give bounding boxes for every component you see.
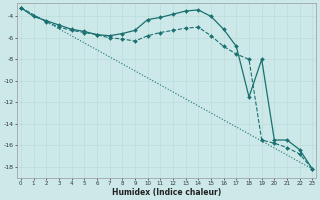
X-axis label: Humidex (Indice chaleur): Humidex (Indice chaleur) — [112, 188, 221, 197]
